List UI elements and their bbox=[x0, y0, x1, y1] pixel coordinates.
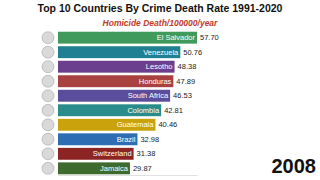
data-label: 46.53 bbox=[173, 91, 192, 100]
subtitle: Homicide Death/100000/year bbox=[103, 18, 219, 28]
flag-icon bbox=[42, 61, 54, 73]
flag-icon bbox=[42, 46, 54, 58]
category-label: Switzerland bbox=[93, 149, 132, 158]
flag-icon bbox=[42, 90, 54, 102]
bar bbox=[58, 148, 134, 160]
category-label: Lesotho bbox=[146, 62, 173, 71]
annotation: 2008 bbox=[272, 155, 317, 177]
flags bbox=[42, 32, 54, 175]
flag-icon bbox=[42, 32, 54, 44]
data-label: 48.38 bbox=[178, 62, 197, 71]
category-label: Brazil bbox=[117, 135, 136, 144]
data-label: 31.38 bbox=[137, 149, 156, 158]
category-label: El Salvador bbox=[157, 33, 196, 42]
flag-icon bbox=[42, 162, 54, 174]
bar bbox=[58, 104, 161, 116]
flag-icon bbox=[42, 75, 54, 87]
bars bbox=[58, 32, 197, 175]
bar bbox=[58, 46, 180, 58]
category-label: Jamaica bbox=[100, 164, 129, 173]
data-label: 29.87 bbox=[133, 164, 152, 173]
bar bbox=[58, 61, 175, 73]
bar bbox=[58, 133, 137, 145]
flag-icon bbox=[42, 133, 54, 145]
flag-icon bbox=[42, 148, 54, 160]
data-label: 32.98 bbox=[140, 135, 159, 144]
bar bbox=[58, 90, 170, 102]
flag-icon bbox=[42, 119, 54, 131]
category-label: Venezuela bbox=[143, 48, 179, 57]
chart: Top 10 Countries By Crime Death Rate 199… bbox=[0, 0, 320, 180]
bar bbox=[58, 119, 155, 131]
data-label: 40.46 bbox=[158, 120, 177, 129]
data-label: 50.76 bbox=[183, 48, 202, 57]
bar bbox=[58, 75, 173, 87]
data-label: 47.89 bbox=[176, 77, 195, 86]
axis-line bbox=[59, 175, 198, 176]
bar bbox=[58, 32, 197, 44]
category-label: Colombia bbox=[127, 106, 160, 115]
labels: El Salvador Venezuela Lesotho Honduras South… bbox=[93, 33, 219, 173]
flag-icon bbox=[42, 104, 54, 116]
data-label: 42.81 bbox=[164, 106, 183, 115]
category-label: Guatemala bbox=[117, 120, 155, 129]
data-label: 57.70 bbox=[200, 33, 219, 42]
bar bbox=[58, 162, 130, 174]
category-label: Honduras bbox=[139, 77, 172, 86]
category-label: South Africa bbox=[128, 91, 169, 100]
title: Top 10 Countries By Crime Death Rate 199… bbox=[38, 2, 283, 14]
x-axis bbox=[59, 175, 198, 176]
